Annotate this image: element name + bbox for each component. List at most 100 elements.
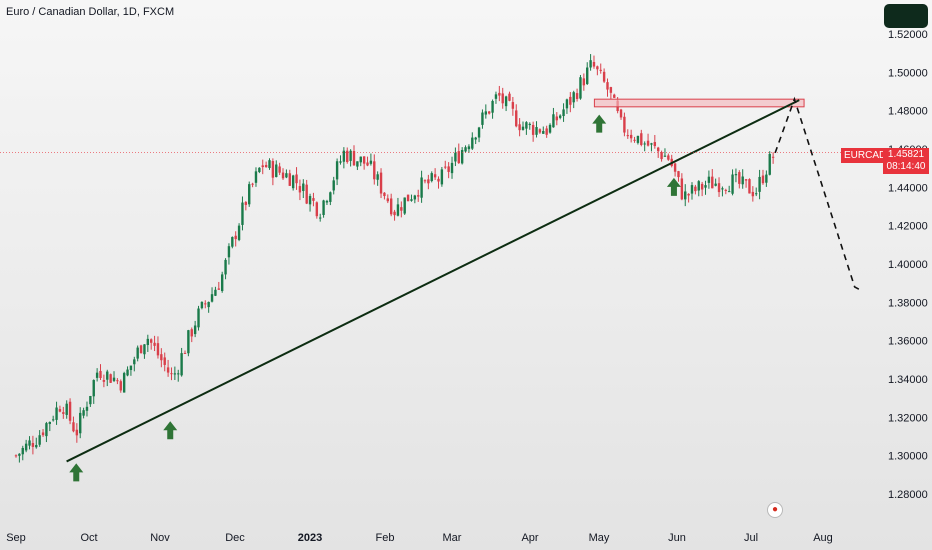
candle-up: [650, 143, 653, 145]
candle-down: [281, 172, 285, 179]
candle-down: [379, 172, 383, 194]
candle-down: [417, 195, 420, 197]
candle-up: [690, 185, 694, 194]
candle-down: [444, 166, 447, 168]
time-axis-label: Nov: [150, 532, 170, 544]
candle-up: [302, 183, 305, 192]
candle-down: [609, 87, 613, 93]
candle-up: [562, 109, 565, 117]
candle-down: [619, 109, 623, 118]
candle-down: [711, 176, 714, 189]
candle-up: [369, 160, 373, 164]
candle-up: [224, 259, 227, 275]
candle-down: [288, 173, 291, 186]
candle-up: [684, 191, 687, 200]
candle-down: [677, 171, 680, 178]
candle-down: [447, 166, 450, 172]
candle-up: [755, 193, 758, 195]
candle-up: [454, 152, 457, 162]
candle-up: [28, 440, 31, 446]
canada-flag-icon[interactable]: ●: [767, 502, 783, 518]
time-axis-label: Apr: [521, 532, 538, 544]
candle-up: [376, 174, 379, 180]
candle-down: [633, 139, 636, 141]
candle-down: [315, 202, 319, 217]
candle-up: [356, 161, 359, 167]
candle-down: [501, 93, 504, 104]
last-price-box: 1.45821 08:14:40: [883, 148, 929, 174]
candle-up: [193, 325, 197, 335]
candle-up: [765, 174, 768, 183]
candle-down: [305, 184, 308, 204]
candle-up: [51, 419, 55, 421]
candle-up: [579, 77, 582, 99]
candle-up: [79, 412, 82, 434]
candle-down: [160, 354, 163, 361]
candle-up: [707, 176, 711, 183]
candle-up: [565, 99, 569, 109]
candle-up: [494, 94, 498, 99]
candle-down: [72, 422, 75, 432]
candle-down: [596, 66, 599, 70]
candle-up: [89, 395, 92, 405]
candle-down: [41, 432, 45, 436]
candle-up: [697, 181, 700, 191]
candle-down: [14, 455, 18, 457]
candle-down: [362, 156, 366, 164]
candle-up: [291, 175, 295, 189]
candle-up: [521, 126, 525, 130]
candle-down: [264, 164, 268, 168]
candle-up: [106, 371, 109, 380]
candle-up: [741, 176, 744, 185]
candle-up: [227, 246, 231, 258]
candle-up: [237, 225, 241, 240]
candle-down: [629, 134, 633, 139]
candle-up: [24, 443, 28, 451]
candle-down: [437, 178, 440, 182]
candle-down: [183, 352, 187, 354]
candle-up: [143, 344, 146, 355]
candle-up: [535, 127, 538, 135]
candle-down: [498, 92, 501, 96]
trendline: [66, 99, 800, 463]
up-arrow-icon: [69, 463, 84, 482]
candle-down: [488, 111, 491, 114]
candle-up: [410, 199, 413, 201]
top-right-button[interactable]: [884, 4, 928, 28]
candle-up: [21, 447, 24, 455]
candle-up: [136, 347, 139, 359]
candle-down: [312, 198, 315, 201]
price-axis-label: 1.38000: [888, 297, 928, 309]
candle-up: [210, 294, 214, 302]
candle-down: [545, 128, 548, 135]
candle-up: [403, 197, 406, 214]
candle-down: [724, 189, 727, 191]
candle-up: [122, 373, 126, 393]
candle-down: [251, 183, 254, 185]
up-arrow-icon: [592, 114, 607, 133]
candle-up: [413, 195, 417, 200]
candle-up: [95, 372, 99, 378]
candle-down: [673, 163, 677, 172]
candle-up: [552, 114, 555, 128]
candle-up: [342, 150, 346, 162]
candle-down: [153, 342, 156, 346]
last-price-value: 1.45821: [887, 149, 925, 160]
candle-up: [85, 406, 89, 411]
candle-up: [586, 67, 589, 84]
candle-up: [200, 301, 204, 309]
candle-up: [464, 147, 467, 152]
candle-down: [295, 174, 298, 184]
candle-up: [440, 169, 444, 185]
candle-up: [197, 308, 200, 328]
time-axis-label: Jun: [668, 532, 686, 544]
time-axis-label: Mar: [443, 532, 462, 544]
candle-down: [352, 151, 356, 166]
candle-down: [771, 156, 775, 158]
candle-up: [727, 191, 731, 193]
candle-down: [660, 152, 663, 160]
candle-down: [569, 96, 572, 105]
candle-up: [731, 174, 734, 194]
candle-down: [278, 166, 281, 173]
